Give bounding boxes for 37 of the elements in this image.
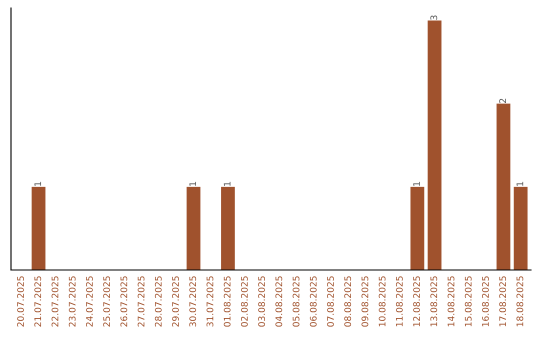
x-tick-label: 27.07.2025 bbox=[138, 276, 144, 327]
x-tick-label: 03.08.2025 bbox=[258, 276, 266, 327]
x-tick-label: 29.07.2025 bbox=[172, 276, 179, 327]
x-tick-label: 22.07.2025 bbox=[52, 276, 58, 327]
x-tick-label: 25.07.2025 bbox=[103, 276, 110, 327]
x-tick-label: 04.08.2025 bbox=[275, 276, 282, 327]
x-tick-label: 02.08.2025 bbox=[240, 276, 248, 327]
x-tick-label: 13.08.2025 bbox=[430, 276, 438, 326]
x-tick-label: 23.07.2025 bbox=[68, 276, 76, 327]
x-tick-label: 12.08.2025 bbox=[413, 276, 420, 326]
x-tick-label: 01.08.2025 bbox=[224, 276, 231, 327]
x-tick-label: 11.08.2025 bbox=[396, 276, 403, 326]
x-tick-label: 16.08.2025 bbox=[482, 276, 489, 326]
x-tick-label: 28.07.2025 bbox=[154, 276, 162, 327]
x-tick-label: 05.08.2025 bbox=[292, 276, 300, 327]
x-tick-label: 30.07.2025 bbox=[189, 276, 196, 327]
data-label: 1 bbox=[413, 182, 420, 186]
x-tick-label: 18.08.2025 bbox=[516, 276, 524, 326]
data-label: 1 bbox=[516, 182, 524, 186]
x-tick-label: 17.08.2025 bbox=[499, 276, 506, 326]
x-tick-label: 15.08.2025 bbox=[464, 276, 472, 326]
data-label: 1 bbox=[34, 182, 42, 186]
data-label: 2 bbox=[499, 98, 506, 103]
x-tick-label: 14.08.2025 bbox=[448, 276, 454, 326]
x-tick-label: 10.08.2025 bbox=[378, 276, 386, 326]
x-tick-label: 06.08.2025 bbox=[310, 276, 317, 327]
x-tick-label: 26.07.2025 bbox=[120, 276, 128, 327]
x-tick-label: 24.07.2025 bbox=[86, 276, 93, 327]
x-tick-label: 20.07.2025 bbox=[17, 276, 24, 327]
data-label: 3 bbox=[430, 15, 438, 20]
x-tick-label: 21.07.2025 bbox=[34, 276, 42, 327]
x-tick-label: 08.08.2025 bbox=[344, 276, 352, 327]
x-tick-label: 31.07.2025 bbox=[206, 276, 214, 327]
x-tick-label: 09.08.2025 bbox=[361, 276, 368, 327]
data-label: 1 bbox=[224, 182, 230, 186]
x-tick-label: 07.08.2025 bbox=[327, 276, 334, 327]
data-label: 1 bbox=[189, 182, 196, 186]
